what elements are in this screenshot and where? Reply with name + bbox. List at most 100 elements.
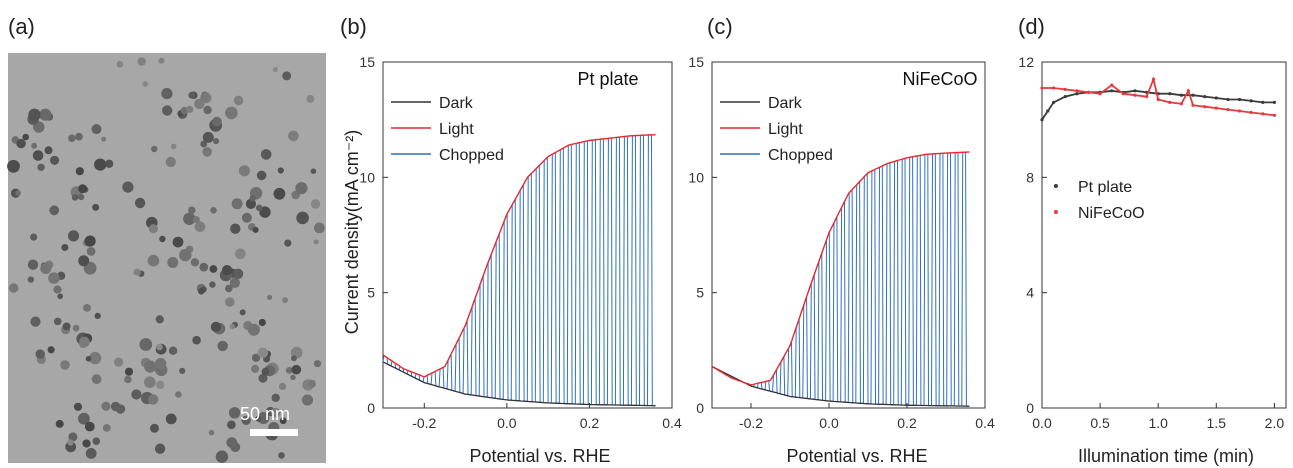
nanoparticle — [301, 394, 314, 406]
nanoparticle — [155, 380, 165, 390]
x-axis-title-b: Potential vs. RHE — [469, 446, 610, 466]
nanoparticle — [159, 235, 166, 243]
nanoparticle — [133, 268, 141, 276]
nanoparticle — [270, 407, 281, 418]
nanoparticle — [310, 168, 317, 174]
nanoparticle — [226, 437, 238, 448]
legend-marker — [1053, 183, 1058, 188]
nanoparticle — [210, 321, 221, 332]
nanoparticle — [37, 163, 45, 171]
nanoparticle — [137, 57, 146, 66]
chopped-series-line — [711, 151, 970, 407]
nanoparticle — [199, 262, 209, 272]
chopped-series-line — [382, 134, 656, 407]
nanoparticle — [39, 108, 52, 121]
nanoparticle — [53, 317, 62, 326]
nanoparticle — [200, 140, 208, 148]
legend-label: Dark — [439, 95, 474, 112]
light-series-line — [382, 134, 656, 378]
nanoparticle — [172, 236, 184, 248]
nanoparticle — [228, 407, 241, 419]
panel-d: (d) Illumination time (min) 0 4 8 12 0.0 0.5 1… — [1018, 14, 1287, 466]
data-point — [1186, 89, 1190, 93]
nanoparticle — [210, 207, 217, 214]
nanoparticle — [101, 136, 107, 142]
nanoparticle — [190, 258, 200, 267]
data-point — [1261, 112, 1265, 116]
data-point — [1121, 92, 1125, 96]
y-tick-label: 4 — [1026, 285, 1034, 301]
data-point — [1249, 99, 1253, 103]
nanoparticle — [208, 429, 215, 436]
nanoparticle — [15, 190, 21, 196]
nanoparticle — [192, 216, 200, 224]
nanoparticle — [290, 374, 296, 380]
nanoparticle — [314, 222, 325, 234]
nanoparticle — [78, 184, 88, 194]
nanoparticle — [192, 335, 201, 345]
nanoparticle — [278, 382, 287, 390]
nanoparticle — [247, 323, 260, 336]
nanoparticle — [161, 88, 173, 100]
nanoparticle — [139, 338, 153, 351]
nanoparticle — [84, 235, 96, 247]
nanoparticle — [306, 94, 315, 103]
y-tick-label: 15 — [688, 54, 704, 70]
nanoparticle — [84, 421, 95, 432]
nanoparticle — [55, 419, 64, 428]
nanoparticle — [252, 226, 259, 233]
nanoparticle — [162, 105, 173, 116]
nanoparticle — [33, 121, 45, 133]
nanoparticle — [167, 257, 179, 268]
nanoparticle — [203, 105, 212, 115]
nanoparticle — [217, 340, 228, 352]
nanoparticle — [278, 452, 285, 459]
nanoparticle — [92, 437, 101, 446]
nanoparticle — [30, 316, 41, 327]
nanoparticle — [57, 293, 63, 300]
data-point — [1098, 92, 1102, 96]
tem-micrograph: 50 nm — [7, 53, 326, 463]
data-point — [1156, 97, 1160, 102]
nanoparticle — [257, 412, 270, 424]
data-point — [1214, 106, 1218, 110]
nanoparticle — [79, 336, 90, 348]
nanoparticle — [258, 373, 268, 383]
nanoparticle — [256, 170, 267, 181]
nanoparticle — [273, 187, 286, 200]
nanoparticle — [155, 357, 167, 370]
nanoparticle — [310, 199, 321, 209]
nanoparticle — [284, 239, 292, 247]
pt-plate-series-line — [1041, 89, 1275, 121]
panel-a-letter: (a) — [8, 14, 35, 39]
nanoparticle — [8, 283, 19, 293]
x-tick-label: -0.2 — [412, 415, 436, 431]
nanoparticle — [279, 417, 287, 425]
nanoparticle — [249, 195, 256, 202]
data-point — [1226, 108, 1230, 112]
nanoparticle — [131, 389, 142, 400]
y-axis-title: Current density(mA cm⁻²) — [342, 130, 362, 335]
y-tick-label: 10 — [688, 169, 704, 185]
nanoparticle — [168, 346, 178, 355]
y-tick-label: 0 — [1026, 400, 1034, 416]
nanoparticle — [288, 130, 299, 142]
scale-bar — [250, 429, 298, 436]
nanoparticle — [291, 364, 302, 375]
nanoparticle — [91, 124, 102, 135]
nanoparticle — [234, 248, 246, 260]
scale-bar-label: 50 nm — [240, 404, 290, 424]
nanoparticle — [82, 439, 91, 448]
nanoparticle — [285, 367, 293, 374]
data-point — [1145, 95, 1149, 99]
axes-frame — [711, 61, 986, 409]
nanoparticle — [48, 272, 60, 284]
nanoparticle — [212, 116, 222, 127]
data-point — [1063, 95, 1067, 99]
data-point — [1168, 100, 1172, 104]
panel-c: (c) Potential vs. RHE NiFeCoO 0 5 10 15 -0.2… — [688, 14, 995, 466]
nanoparticle — [267, 294, 273, 300]
plot-area-d: 0 4 8 12 0.0 0.5 1.0 1.5 2.0 Pt plate NiFeCoO — [1018, 54, 1287, 431]
y-tick-label: 0 — [696, 400, 704, 416]
nanoparticle — [50, 155, 60, 165]
